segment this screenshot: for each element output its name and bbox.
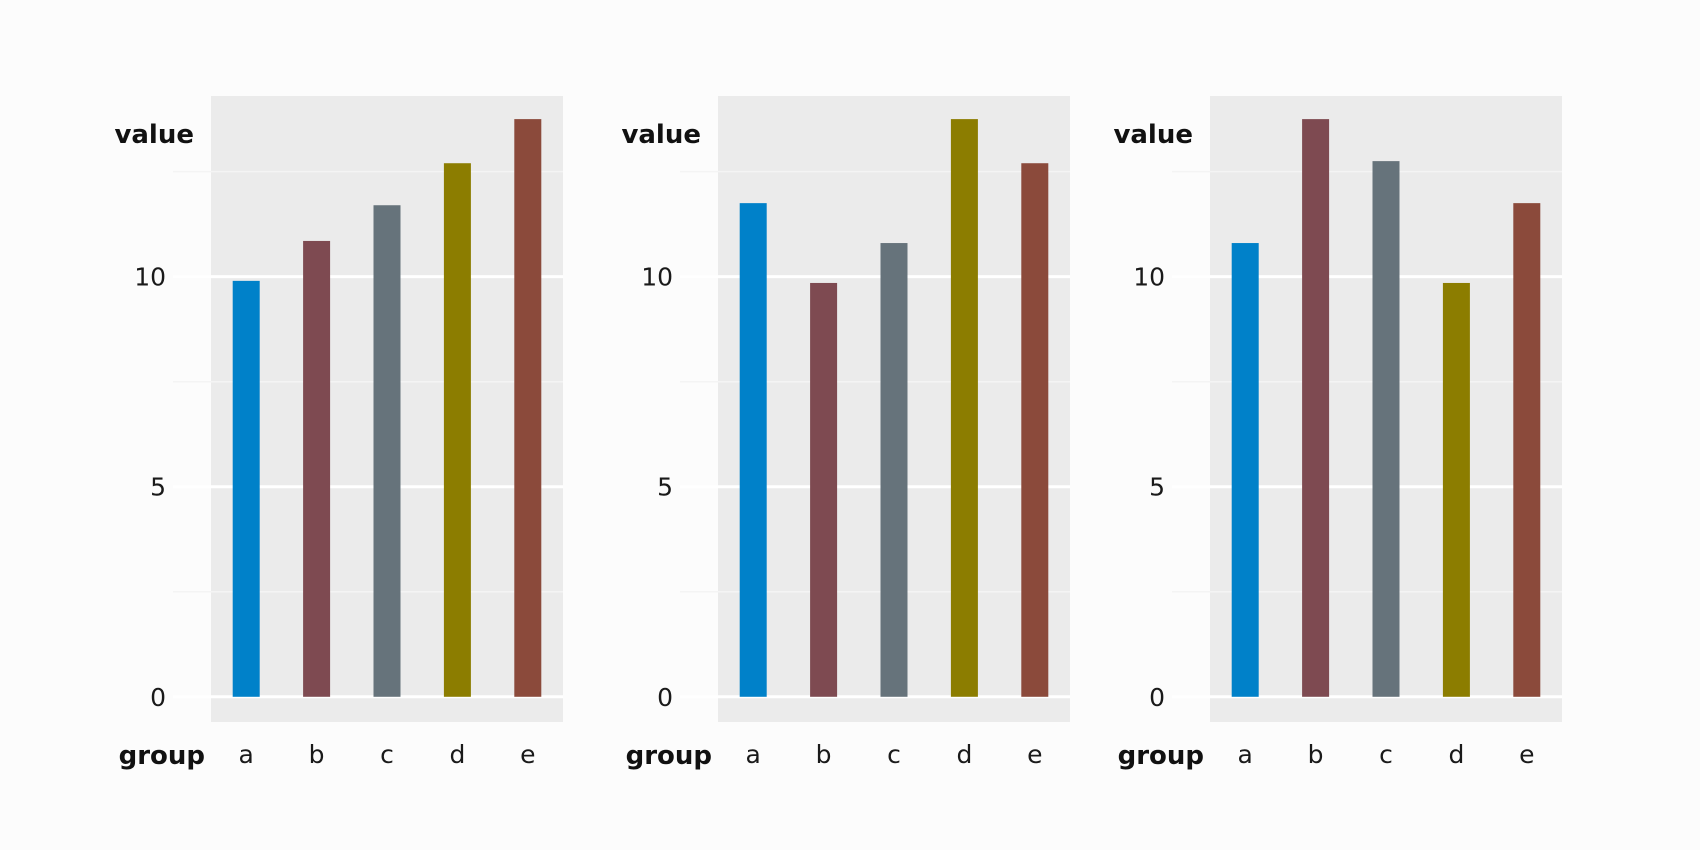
- bar-e: [1021, 163, 1049, 697]
- bar-a: [739, 203, 767, 697]
- x-tick-label-c: c: [380, 740, 394, 769]
- y-tick-label-0: 0: [1149, 683, 1165, 712]
- y-axis-title: value: [1113, 120, 1193, 150]
- x-axis-title: group: [119, 741, 205, 771]
- bar-a: [232, 280, 260, 697]
- chart-panel-3: a b c d e 0 5 10 value group: [1113, 96, 1562, 771]
- bar-b: [1302, 119, 1330, 697]
- y-tick-label-10: 10: [1133, 263, 1165, 292]
- y-tick-label-0: 0: [150, 683, 166, 712]
- chart-panel-1: a b c d e 0 5 10 value group: [114, 96, 563, 771]
- x-tick-label-d: d: [449, 740, 465, 769]
- y-tick-label-10: 10: [134, 263, 166, 292]
- x-tick-label-a: a: [239, 740, 254, 769]
- x-tick-label-d: d: [1448, 740, 1464, 769]
- x-tick-label-e: e: [1027, 740, 1042, 769]
- bar-b: [303, 240, 331, 697]
- chart-panel-2: a b c d e 0 5 10 value group: [621, 96, 1070, 771]
- x-tick-label-e: e: [1519, 740, 1534, 769]
- x-tick-label-b: b: [1308, 740, 1324, 769]
- x-tick-label-a: a: [746, 740, 761, 769]
- x-tick-label-c: c: [1379, 740, 1393, 769]
- y-tick-label-5: 5: [657, 473, 673, 502]
- x-tick-label-e: e: [520, 740, 535, 769]
- x-axis-title: group: [1118, 741, 1204, 771]
- x-tick-label-c: c: [887, 740, 901, 769]
- y-axis-title: value: [621, 120, 701, 150]
- y-tick-label-5: 5: [1149, 473, 1165, 502]
- bar-c: [1372, 161, 1400, 697]
- bar-a: [1231, 243, 1259, 697]
- bar-d: [1442, 282, 1470, 697]
- y-tick-label-5: 5: [150, 473, 166, 502]
- bar-e: [1513, 203, 1541, 697]
- x-tick-label-b: b: [816, 740, 832, 769]
- x-tick-label-d: d: [956, 740, 972, 769]
- x-tick-label-a: a: [1238, 740, 1253, 769]
- x-axis-title: group: [626, 741, 712, 771]
- bar-c: [880, 243, 908, 697]
- x-tick-label-b: b: [309, 740, 325, 769]
- y-tick-label-0: 0: [657, 683, 673, 712]
- y-axis-title: value: [114, 120, 194, 150]
- bar-c: [373, 205, 401, 697]
- bar-e: [514, 119, 542, 697]
- bar-d: [443, 163, 471, 697]
- y-tick-label-10: 10: [641, 263, 673, 292]
- bar-b: [810, 282, 838, 697]
- bar-d: [950, 119, 978, 697]
